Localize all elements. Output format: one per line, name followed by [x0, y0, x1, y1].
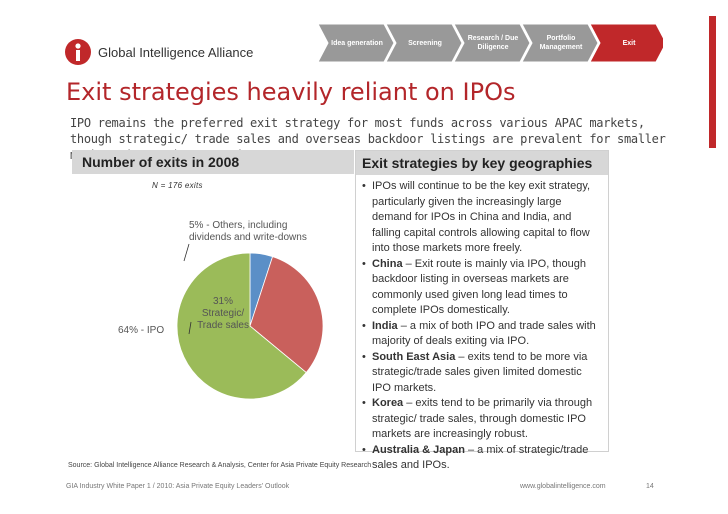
strategic-label-line3: Trade sales — [197, 320, 249, 331]
pie-slice — [176, 252, 307, 400]
bullet-text: – exits tend to be primarily via through… — [372, 397, 593, 440]
process-step-arrow — [521, 23, 599, 63]
process-step-label: Research / Due Diligence — [467, 35, 519, 51]
leader-line — [183, 243, 190, 262]
bullet-dot: • — [362, 443, 366, 456]
bullet-text: – a mix of both IPO and trade sales with… — [372, 319, 596, 348]
bullet-item: • China – Exit route is mainly via IPO, t… — [362, 257, 602, 319]
bullet-bold: India — [372, 319, 398, 332]
others-slice-label: 5% - Others, including dividends and wri… — [189, 220, 307, 244]
geographies-heading: Exit strategies by key geographies — [356, 151, 608, 175]
bullet-text: IPOs will continue to be the key exit st… — [372, 180, 591, 254]
strategic-label-line1: 31% — [212, 296, 233, 307]
process-arrows — [318, 23, 663, 63]
process-step-arrow — [589, 23, 663, 63]
bullet-dot: • — [362, 397, 366, 409]
bullet-item: • India – a mix of both IPO and trade sal… — [362, 319, 602, 350]
bullet-dot: • — [362, 319, 366, 332]
footer-website: www.globalintelligence.com — [520, 483, 606, 490]
accent-bar — [709, 16, 716, 148]
exits-chart-panel: Number of exits in 2008 N = 176 exits 5%… — [72, 150, 354, 452]
bullet-list: • IPOs will continue to be the key exit s… — [356, 175, 608, 474]
bullet-text: – exits tend to be more via strategic/tr… — [372, 350, 588, 394]
page-number: 14 — [646, 483, 654, 490]
bullet-text: – Exit route is mainly via IPO, though b… — [372, 257, 586, 317]
bullet-dot: • — [362, 350, 366, 363]
bullet-bold: Australia & Japan — [372, 443, 465, 456]
bullet-bold: China — [372, 257, 403, 270]
strategic-slice-label: 31% Strategic/ Trade sales — [188, 296, 258, 332]
process-step-label: Screening — [408, 39, 442, 47]
process-step-arrow — [453, 23, 531, 63]
pie-chart — [176, 243, 324, 400]
bullet-bold: South East Asia — [372, 350, 456, 363]
source-note: Source: Global Intelligence Alliance Res… — [68, 462, 372, 469]
process-step-arrow — [318, 23, 395, 63]
chart-heading: Number of exits in 2008 — [72, 150, 354, 174]
chart-body: N = 176 exits 5% - Others, including div… — [72, 174, 354, 452]
bullet-dot: • — [362, 180, 366, 192]
bullet-item: • Korea – exits tend to be primarily via … — [362, 396, 602, 443]
process-step-arrow — [385, 23, 463, 63]
leader-line — [188, 321, 192, 335]
process-step-label: Idea generation — [331, 39, 383, 47]
logo-icon — [64, 38, 92, 66]
others-label-line2: dividends and write-downs — [189, 232, 307, 243]
strategic-label-line2: Strategic/ — [201, 308, 245, 319]
logo-text: Global Intelligence Alliance — [98, 44, 254, 60]
geographies-panel: Exit strategies by key geographies • IPOs… — [355, 150, 609, 471]
bullet-item: • IPOs will continue to be the key exit s… — [362, 179, 602, 257]
pie-slice — [249, 256, 324, 374]
bullet-bold: Korea — [372, 397, 404, 409]
sample-size-label: N = 176 exits — [152, 181, 203, 190]
others-label-line1: 5% - Others, including — [189, 220, 288, 231]
bullet-item: • Australia & Japan – a mix of strategic/… — [362, 443, 602, 474]
process-step-label: Portfolio Management — [539, 35, 583, 51]
company-logo: Global Intelligence Alliance — [64, 35, 253, 69]
process-step-label: Exit — [622, 39, 636, 47]
bullet-item: • South East Asia – exits tend to be more… — [362, 350, 602, 397]
footer-publication: GIA Industry White Paper 1 / 2010: Asia … — [66, 483, 290, 490]
bullet-dot: • — [362, 257, 366, 270]
slide-title: Exit strategies heavily reliant on IPOs — [66, 78, 516, 106]
ipo-slice-label: 64% - IPO — [118, 325, 165, 336]
bullet-text: – a mix of strategic/trade sales and IPO… — [372, 443, 589, 472]
